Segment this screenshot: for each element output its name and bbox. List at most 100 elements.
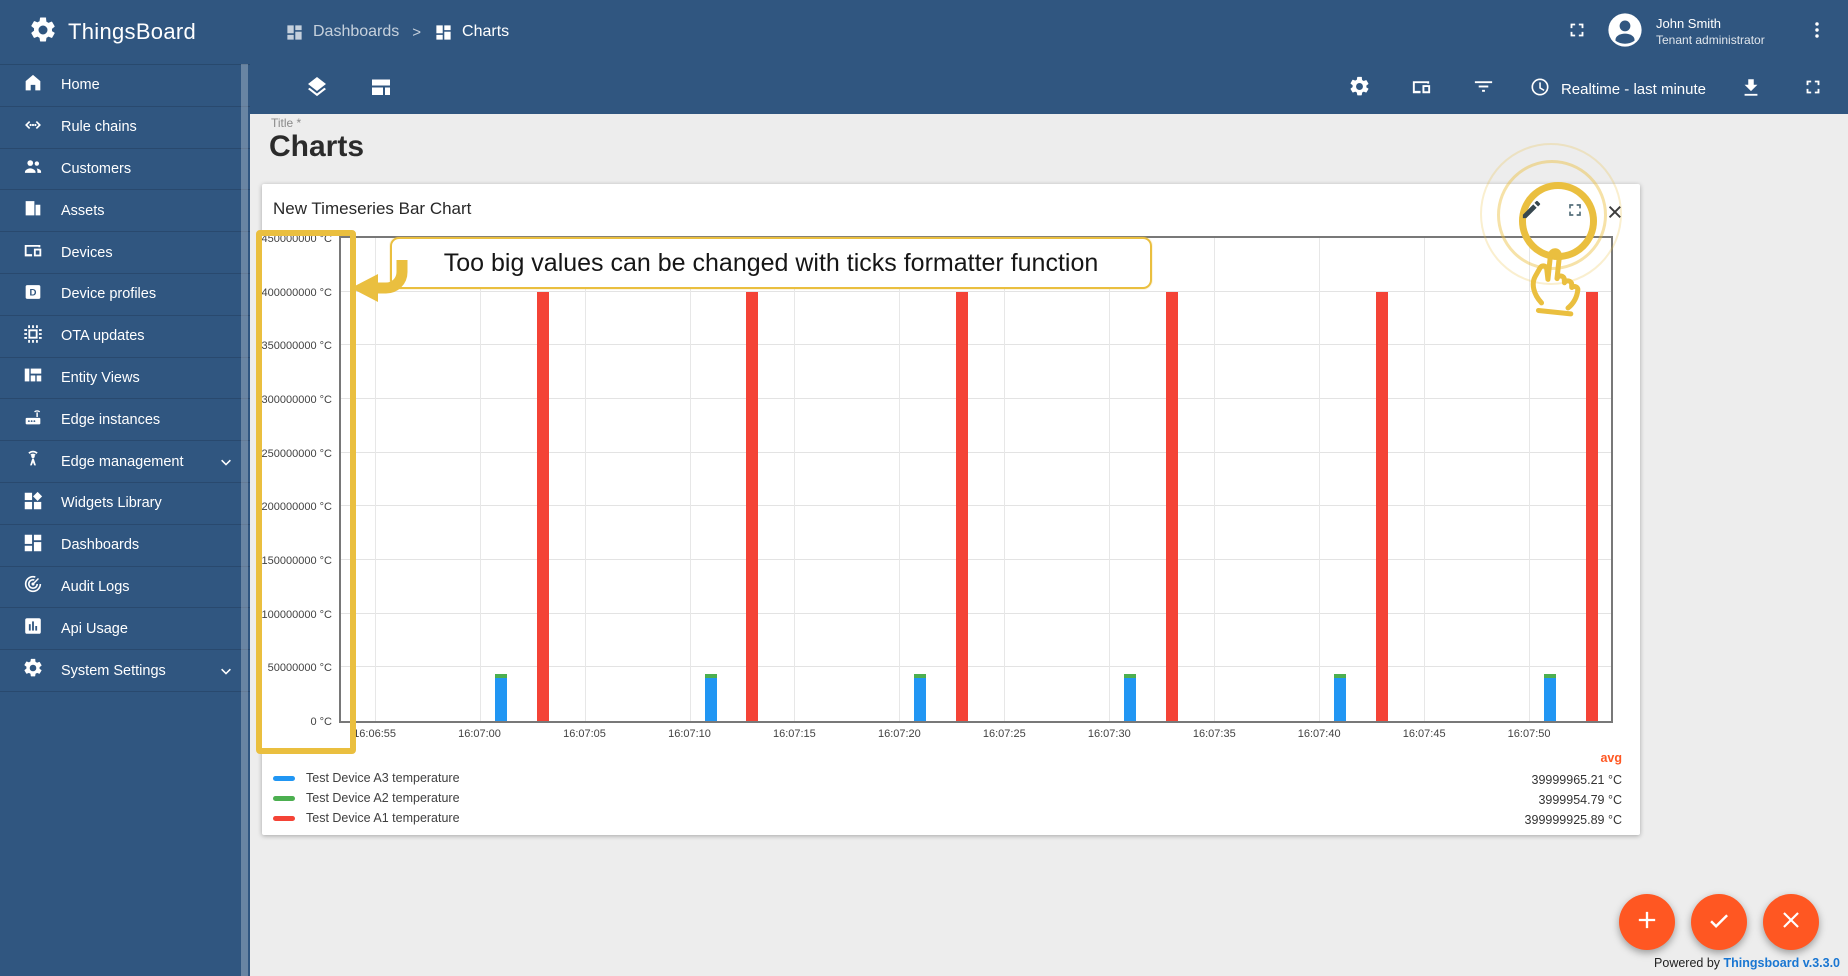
breadcrumb-label: Dashboards [313,23,400,40]
bar-test-device-a1-temperature[interactable] [956,291,969,721]
bar-test-device-a1-temperature[interactable] [1376,291,1389,721]
bar-test-device-a2-temperature[interactable] [1124,673,1137,679]
bar-test-device-a2-temperature[interactable] [1544,673,1557,679]
sidebar-item-label: Home [61,77,100,94]
user-menu-button[interactable] [1800,15,1834,49]
x-tick-label: 16:07:10 [668,728,711,740]
h-gridline [341,505,1611,507]
y-tick-label: 300000000 °C [261,394,332,406]
bar-test-device-a3-temperature[interactable] [1124,678,1137,721]
decline-changes-fab[interactable] [1763,894,1819,950]
bar-test-device-a2-temperature[interactable] [494,673,507,679]
sidebar-item-widgets-library[interactable]: Widgets Library [0,483,250,525]
add-widget-fab[interactable] [1619,894,1675,950]
thingsboard-logo[interactable]: ThingsBoard [0,0,250,65]
y-tick-label: 50000000 °C [267,662,332,675]
v-gridline [1529,238,1531,721]
h-gridline [341,666,1611,668]
user-avatar[interactable] [1608,12,1642,49]
expand-icon [1565,203,1585,224]
bar-test-device-a3-temperature[interactable] [1334,678,1347,721]
sidebar-item-dashboards[interactable]: Dashboards [0,525,250,567]
sidebar-item-devices[interactable]: Devices [0,232,250,274]
h-gridline [341,398,1611,399]
states-button[interactable] [300,72,334,106]
dashboard-fullscreen-button[interactable] [1796,72,1830,106]
sidebar-item-label: Edge instances [61,411,161,428]
legend-color-dash [273,795,295,801]
sidebar-item-device-profiles[interactable]: D Device profiles [0,274,250,316]
v-gridline [1109,238,1111,721]
bar-test-device-a2-temperature[interactable] [914,673,927,679]
legend-avg-column: avg 39999965.21 °C 3999954.79 °C 399999925… [1330,751,1622,830]
bar-test-device-a2-temperature[interactable] [704,673,717,679]
x-tick-label: 16:07:00 [458,728,501,740]
bar-test-device-a3-temperature[interactable] [704,678,717,721]
home-icon [22,72,44,99]
edit-widget-button[interactable] [1520,198,1543,226]
sidebar-item-ota-updates[interactable]: OTA updates [0,316,250,358]
legend-avg-value: 399999925.89 °C [1524,813,1622,827]
dashboard-title-label: Title * [271,116,302,130]
legend-item[interactable]: Test Device A1 temperature [273,808,460,828]
sidebar-scrollbar[interactable] [241,64,248,976]
x-tick-label: 16:06:55 [353,728,397,740]
dashboard-icon [434,23,453,42]
sidebar-item-edge-management[interactable]: Edge management [0,441,250,483]
sidebar-item-customers[interactable]: Customers [0,149,250,191]
sidebar-item-rule-chains[interactable]: Rule chains [0,107,250,149]
customers-icon [22,155,44,182]
legend-label: Test Device A1 temperature [306,811,460,825]
legend-item[interactable]: Test Device A3 temperature [273,768,460,788]
sidebar-item-edge-instances[interactable]: Edge instances [0,399,250,442]
bar-test-device-a3-temperature[interactable] [914,678,927,721]
export-dashboard-button[interactable] [1734,72,1768,106]
y-tick-label: 200000000 °C [261,501,332,514]
remove-widget-button[interactable]: × [1607,197,1623,227]
layouts-button[interactable] [364,72,398,106]
bar-test-device-a2-temperature[interactable] [1334,673,1347,679]
manage-devices-button[interactable] [1405,72,1439,106]
widget-title: New Timeseries Bar Chart [273,199,472,218]
legend-item[interactable]: Test Device A2 temperature [273,788,460,808]
dashboards-icon [22,532,44,559]
avg-column-header[interactable]: avg [1600,751,1622,765]
sidebar-item-home[interactable]: Home [0,65,250,107]
bar-test-device-a3-temperature[interactable] [1544,678,1557,721]
sidebar-item-entity-views[interactable]: Entity Views [0,358,250,400]
bar-test-device-a1-temperature[interactable] [746,291,759,721]
expand-widget-button[interactable] [1565,200,1585,225]
sidebar-item-api-usage[interactable]: Api Usage [0,608,250,651]
breadcrumb-charts[interactable]: Charts [434,23,509,42]
chevron-down-icon [216,452,236,472]
bar-test-device-a1-temperature[interactable] [1166,291,1179,721]
sidebar: ThingsBoard Home Rule chains Customers Asse… [0,0,250,976]
entity-filter-button[interactable] [1467,72,1501,106]
fullscreen-icon [1566,19,1588,46]
bar-test-device-a1-temperature[interactable] [536,291,549,721]
legend-color-dash [273,775,295,781]
bar-test-device-a3-temperature[interactable] [494,678,507,721]
fullscreen-toggle-button[interactable] [1560,15,1594,49]
breadcrumb-dashboards[interactable]: Dashboards [285,23,399,42]
thingsboard-version-link[interactable]: Thingsboard v.3.3.0 [1723,956,1840,970]
sidebar-item-assets[interactable]: Assets [0,190,250,233]
sidebar-item-label: Rule chains [61,119,137,136]
sidebar-item-audit-logs[interactable]: Audit Logs [0,567,250,609]
dashboard-settings-button[interactable] [1343,72,1377,106]
legend-avg-value: 3999954.79 °C [1538,793,1622,807]
sidebar-item-label: Audit Logs [61,578,130,595]
ota-updates-icon [22,323,44,350]
system-settings-icon [22,657,44,684]
apply-changes-fab[interactable] [1691,894,1747,950]
widget-actions: × [1520,198,1623,226]
timewindow-button[interactable]: Realtime - last minute [1529,76,1706,102]
sidebar-item-system-settings[interactable]: System Settings [0,650,250,692]
h-gridline [341,559,1611,560]
assets-icon [22,197,44,224]
bar-test-device-a1-temperature[interactable] [1586,291,1599,721]
dashboard-toolbar-right: Realtime - last minute [1343,64,1830,114]
dashboard-toolbar-left [300,64,398,114]
x-tick-label: 16:07:50 [1507,728,1551,740]
